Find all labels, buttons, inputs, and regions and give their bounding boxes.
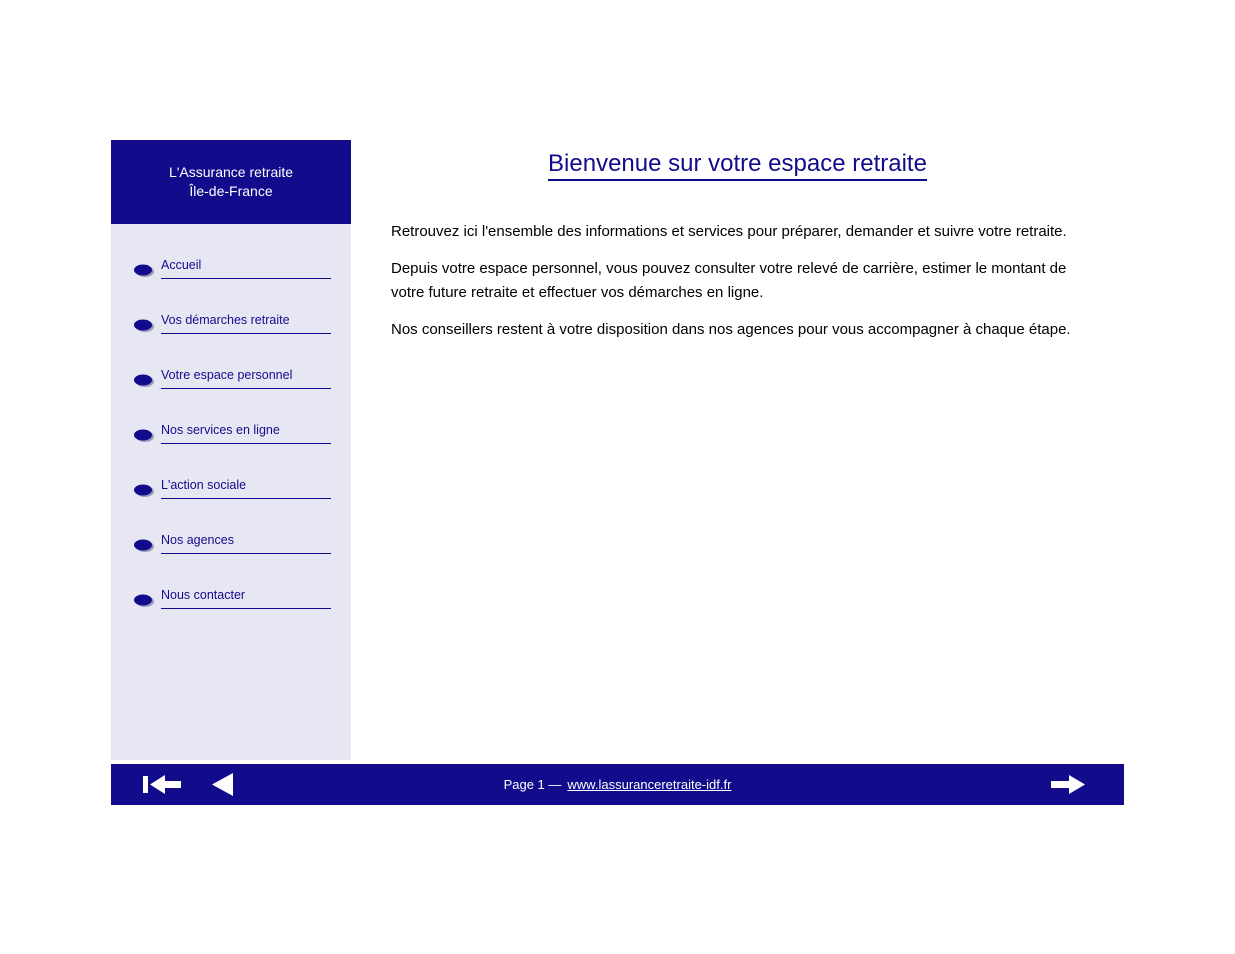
sidebar-item-label: Nous contacter: [161, 588, 331, 609]
sidebar-header-line2: Île-de-France: [189, 182, 272, 201]
sidebar-item-1[interactable]: Vos démarches retraite: [111, 305, 351, 360]
sidebar-item-label: Accueil: [161, 258, 331, 279]
sidebar-header-line1: L'Assurance retraite: [169, 163, 293, 182]
sidebar-item-label: Votre espace personnel: [161, 368, 331, 389]
sidebar-item-label: L'action sociale: [161, 478, 331, 499]
paragraph: Depuis votre espace personnel, vous pouv…: [391, 257, 1091, 304]
footer-center: Page 1 — www.lassuranceretraite-idf.fr: [111, 764, 1124, 805]
sidebar-item-6[interactable]: Nous contacter: [111, 580, 351, 635]
bullet-icon: [133, 538, 155, 553]
sidebar-item-4[interactable]: L'action sociale: [111, 470, 351, 525]
sidebar-item-label: Nos agences: [161, 533, 331, 554]
sidebar-item-2[interactable]: Votre espace personnel: [111, 360, 351, 415]
page: L'Assurance retraite Île-de-France Accue…: [111, 140, 1124, 805]
footer-bar: Page 1 — www.lassuranceretraite-idf.fr: [111, 764, 1124, 805]
sidebar-item-label: Nos services en ligne: [161, 423, 331, 444]
sidebar-item-5[interactable]: Nos agences: [111, 525, 351, 580]
page-title: Bienvenue sur votre espace retraite: [351, 150, 1124, 178]
footer-link[interactable]: www.lassuranceretraite-idf.fr: [567, 777, 731, 792]
sidebar-header: L'Assurance retraite Île-de-France: [111, 140, 351, 224]
body-text: Retrouvez ici l'ensemble des information…: [391, 220, 1091, 355]
sidebar-item-3[interactable]: Nos services en ligne: [111, 415, 351, 470]
bullet-icon: [133, 593, 155, 608]
bullet-icon: [133, 263, 155, 278]
bullet-icon: [133, 428, 155, 443]
main-content: Bienvenue sur votre espace retraite Retr…: [351, 140, 1124, 760]
sidebar-item-0[interactable]: Accueil: [111, 250, 351, 305]
bullet-icon: [133, 373, 155, 388]
paragraph: Retrouvez ici l'ensemble des information…: [391, 220, 1091, 243]
footer-text: Page 1 —: [504, 777, 562, 792]
bullet-icon: [133, 318, 155, 333]
paragraph: Nos conseillers restent à votre disposit…: [391, 318, 1091, 341]
sidebar: L'Assurance retraite Île-de-France Accue…: [111, 140, 351, 760]
sidebar-items: Accueil Vos démarches retraite Votre esp…: [111, 250, 351, 635]
sidebar-item-label: Vos démarches retraite: [161, 313, 331, 334]
bullet-icon: [133, 483, 155, 498]
nav-next-button[interactable]: [1049, 770, 1089, 799]
